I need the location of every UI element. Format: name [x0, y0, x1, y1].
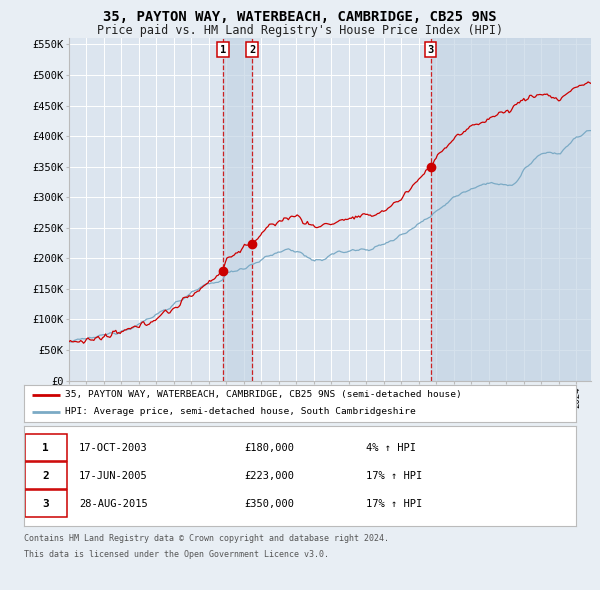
Text: HPI: Average price, semi-detached house, South Cambridgeshire: HPI: Average price, semi-detached house,…	[65, 407, 416, 417]
Text: 17-JUN-2005: 17-JUN-2005	[79, 471, 148, 481]
Text: £223,000: £223,000	[245, 471, 295, 481]
FancyBboxPatch shape	[25, 434, 67, 461]
FancyBboxPatch shape	[25, 490, 67, 517]
Text: Contains HM Land Registry data © Crown copyright and database right 2024.: Contains HM Land Registry data © Crown c…	[24, 534, 389, 543]
Text: 3: 3	[42, 499, 49, 509]
Text: 35, PAYTON WAY, WATERBEACH, CAMBRIDGE, CB25 9NS (semi-detached house): 35, PAYTON WAY, WATERBEACH, CAMBRIDGE, C…	[65, 390, 462, 399]
FancyBboxPatch shape	[25, 461, 67, 489]
Text: 28-AUG-2015: 28-AUG-2015	[79, 499, 148, 509]
Text: £180,000: £180,000	[245, 442, 295, 453]
Text: £350,000: £350,000	[245, 499, 295, 509]
Text: 17% ↑ HPI: 17% ↑ HPI	[366, 499, 422, 509]
Text: 4% ↑ HPI: 4% ↑ HPI	[366, 442, 416, 453]
Text: 35, PAYTON WAY, WATERBEACH, CAMBRIDGE, CB25 9NS: 35, PAYTON WAY, WATERBEACH, CAMBRIDGE, C…	[103, 10, 497, 24]
Text: 2: 2	[42, 471, 49, 481]
Text: 1: 1	[220, 44, 226, 54]
Text: 1: 1	[42, 442, 49, 453]
Bar	[223, 38, 252, 381]
Text: Price paid vs. HM Land Registry's House Price Index (HPI): Price paid vs. HM Land Registry's House …	[97, 24, 503, 37]
Bar	[431, 38, 591, 381]
Text: 17-OCT-2003: 17-OCT-2003	[79, 442, 148, 453]
Text: 17% ↑ HPI: 17% ↑ HPI	[366, 471, 422, 481]
Text: 2: 2	[249, 44, 255, 54]
Text: This data is licensed under the Open Government Licence v3.0.: This data is licensed under the Open Gov…	[24, 550, 329, 559]
Text: 3: 3	[427, 44, 434, 54]
